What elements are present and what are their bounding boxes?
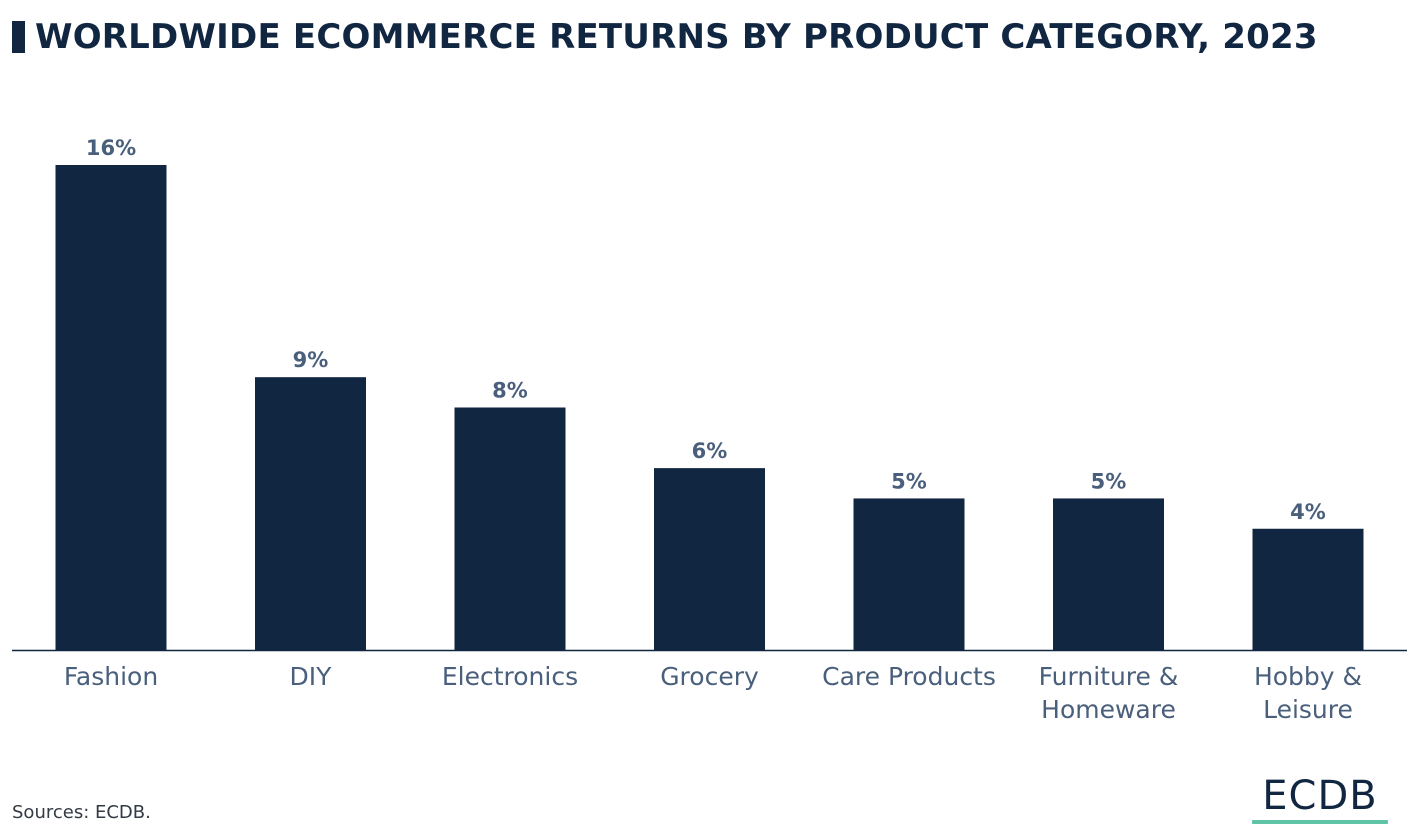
category-label-1: Fashion — [64, 662, 158, 691]
ecdb-logo: ECDB — [1252, 774, 1388, 830]
chart-title: WORLDWIDE ECOMMERCE RETURNS BY PRODUCT C… — [35, 17, 1318, 57]
title-block: WORLDWIDE ECOMMERCE RETURNS BY PRODUCT C… — [12, 16, 1318, 58]
category-labels-layer: Fashion DIY Electronics Grocery Care Product… — [64, 662, 1362, 724]
bar-2 — [255, 377, 366, 650]
bar-1 — [55, 165, 167, 650]
bar-4 — [654, 468, 765, 650]
value-label-1: 16% — [86, 136, 136, 160]
ecdb-logo-underline — [1252, 820, 1388, 824]
bar-6 — [1053, 498, 1164, 650]
title-marker — [12, 21, 25, 53]
value-label-5: 5% — [891, 469, 927, 493]
bars-layer — [55, 165, 1364, 650]
category-label-4: Grocery — [660, 662, 759, 691]
value-label-4: 6% — [692, 439, 728, 463]
value-label-6: 5% — [1091, 469, 1127, 493]
value-label-7: 4% — [1290, 500, 1326, 524]
category-label-2: DIY — [290, 662, 333, 691]
category-label-3: Electronics — [442, 662, 578, 691]
bar-5 — [853, 498, 965, 650]
category-label-6: Furniture & Homeware — [1039, 662, 1179, 724]
category-label-7: Hobby & Leisure — [1254, 662, 1362, 724]
bar-3 — [454, 407, 566, 650]
source-note: Sources: ECDB. — [12, 802, 151, 823]
bar-chart: 16% 9% 8% 6% 5% 5% 4% Fashion DIY Electronics Gro… — [12, 136, 1407, 724]
value-label-3: 8% — [492, 379, 528, 403]
category-label-5: Care Products — [822, 662, 996, 691]
bar-7 — [1252, 528, 1364, 650]
ecdb-logo-text: ECDB — [1262, 773, 1378, 819]
value-label-2: 9% — [293, 348, 329, 372]
value-labels-layer: 16% 9% 8% 6% 5% 5% 4% — [86, 136, 1326, 524]
